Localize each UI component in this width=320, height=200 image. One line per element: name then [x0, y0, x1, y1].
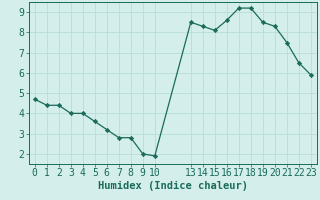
- X-axis label: Humidex (Indice chaleur): Humidex (Indice chaleur): [98, 181, 248, 191]
